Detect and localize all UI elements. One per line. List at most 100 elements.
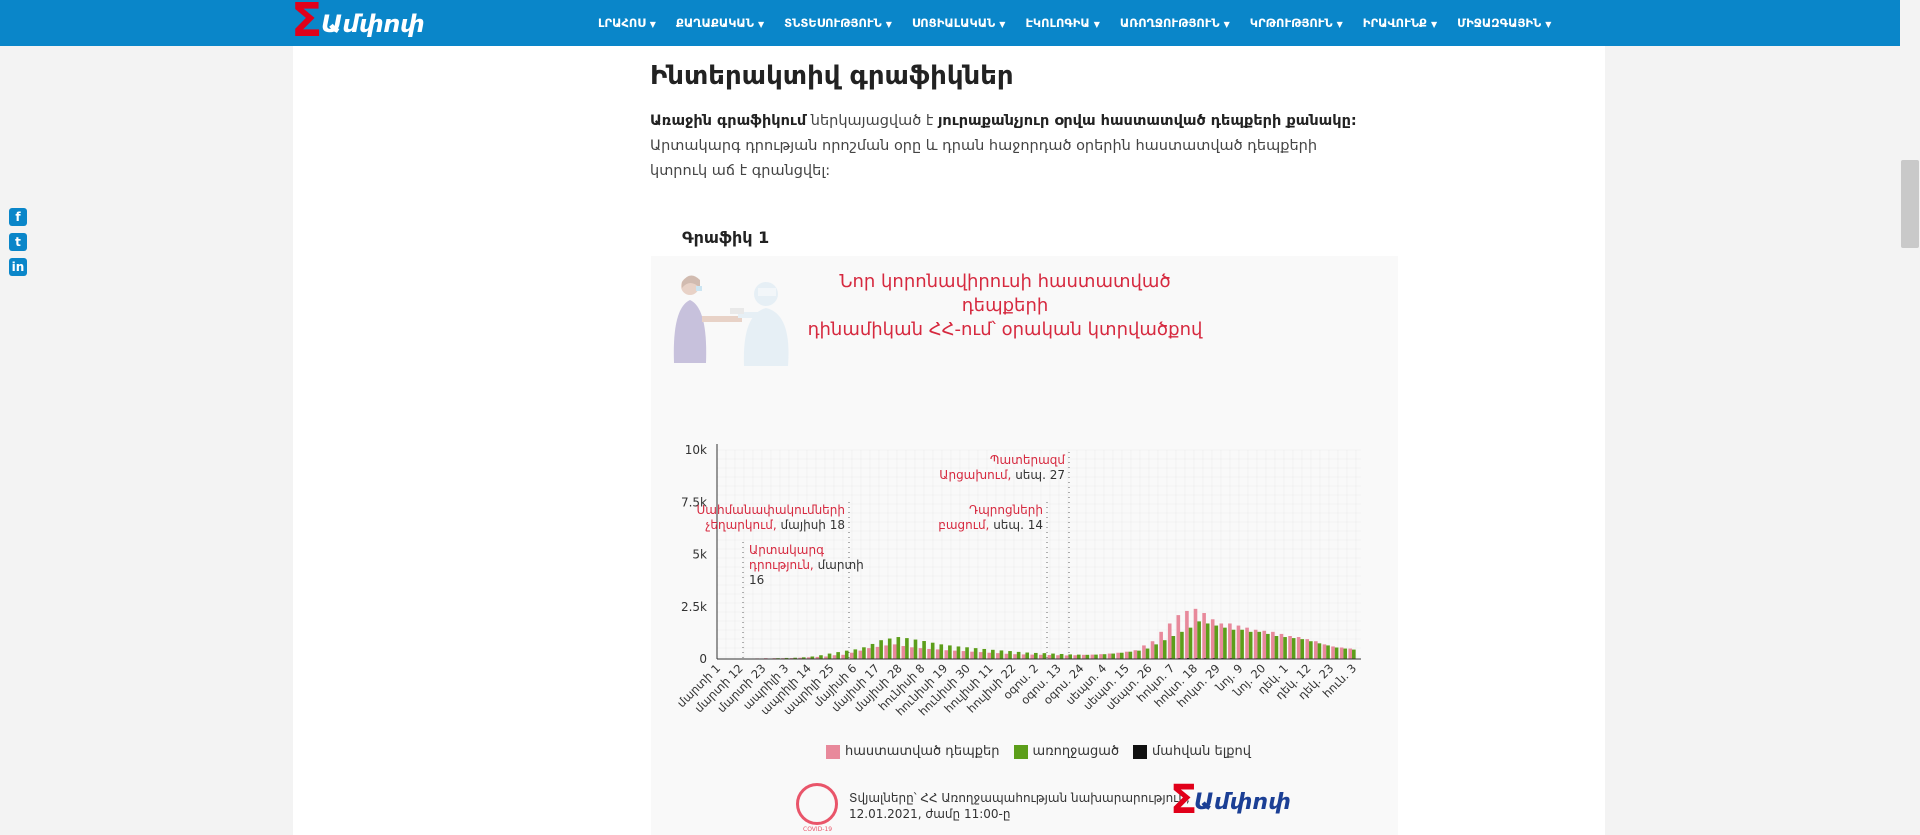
chevron-down-icon: ▼ xyxy=(1545,20,1552,29)
bar-recovered xyxy=(793,657,797,659)
bar-recovered xyxy=(1309,641,1313,659)
bar-confirmed xyxy=(806,657,811,659)
annotation-label-red: դրություն, xyxy=(749,558,818,572)
bar-confirmed xyxy=(1021,654,1026,659)
bar-confirmed xyxy=(1348,648,1353,659)
bar-recovered xyxy=(870,643,875,659)
para-bold-1: Առաջին գրաֆիկում xyxy=(650,113,807,129)
bar-recovered xyxy=(1248,631,1253,659)
bar-recovered xyxy=(862,647,866,659)
bar-recovered xyxy=(1240,629,1244,659)
bar-recovered xyxy=(1059,653,1064,659)
annotation-label-red: չեղարկում, xyxy=(706,518,781,532)
bar-confirmed xyxy=(1099,654,1103,659)
bar-confirmed xyxy=(1331,646,1335,659)
twitter-icon[interactable]: t xyxy=(9,233,27,251)
bar-confirmed xyxy=(849,652,854,659)
nav-item-law[interactable]: ԻՐԱՎՈՒՆՔ ▼ xyxy=(1362,16,1438,30)
bar-confirmed xyxy=(1116,652,1120,659)
annotation-label: չեղարկում, մայիսի 18 xyxy=(706,518,845,532)
legend-item-deaths[interactable]: մահվան ելքով xyxy=(1133,744,1251,759)
bar-recovered xyxy=(922,641,926,659)
bar-confirmed xyxy=(1262,630,1267,659)
bar-recovered xyxy=(844,650,849,659)
bar-recovered xyxy=(1068,654,1073,659)
bar-recovered xyxy=(1162,640,1167,659)
bar-recovered xyxy=(1197,621,1201,659)
bar-confirmed xyxy=(953,650,957,659)
bar-confirmed xyxy=(1228,623,1232,659)
legend-item-recovered[interactable]: առողջացած xyxy=(1013,744,1120,759)
bar-confirmed xyxy=(1245,627,1249,659)
scrollbar-track[interactable] xyxy=(1900,0,1920,835)
chevron-down-icon: ▼ xyxy=(758,20,765,29)
bar-recovered xyxy=(1094,654,1098,659)
chevron-down-icon: ▼ xyxy=(1093,20,1100,29)
annotation-label: Պատերազմ xyxy=(990,453,1065,467)
annotation-label-date: սեպ. 14 xyxy=(993,518,1043,532)
bar-recovered xyxy=(999,650,1004,659)
bar-confirmed xyxy=(996,653,1000,659)
bar-confirmed xyxy=(1167,623,1172,659)
facebook-icon[interactable]: f xyxy=(9,208,27,226)
bar-recovered xyxy=(956,646,961,659)
site-logo[interactable]: Σ Ամփոփ xyxy=(291,0,425,43)
bar-confirmed xyxy=(1193,608,1198,659)
bar-confirmed xyxy=(858,650,863,659)
annotation-label: Արտակարգ xyxy=(749,543,824,557)
bar-confirmed xyxy=(961,651,966,659)
bar-confirmed xyxy=(1210,619,1215,659)
chart-panel xyxy=(651,256,1398,835)
bar-recovered xyxy=(948,645,952,659)
legend-label-recovered: առողջացած xyxy=(1032,744,1120,759)
bar-recovered xyxy=(801,657,806,659)
nav-item-politics[interactable]: ՔԱՂԱՔԱԿԱՆ ▼ xyxy=(675,16,765,30)
chevron-down-icon: ▼ xyxy=(1336,20,1343,29)
para-text-2: Արտակարգ դրության որոշման օրը և դրան հաջ… xyxy=(650,138,1318,179)
bar-confirmed xyxy=(875,646,880,659)
y-tick-label: 7.5k xyxy=(681,495,707,509)
bar-confirmed xyxy=(1176,615,1181,659)
bar-recovered xyxy=(1128,651,1133,659)
annotation-label: բացում, սեպ. 14 xyxy=(938,518,1043,532)
bar-confirmed xyxy=(1314,641,1318,659)
bar-recovered xyxy=(784,657,789,659)
bar-confirmed xyxy=(1133,650,1138,659)
bar-confirmed xyxy=(1271,631,1275,659)
nav-item-education[interactable]: ԿՐԹՈՒԹՅՈՒՆ ▼ xyxy=(1249,16,1343,30)
bar-confirmed xyxy=(1219,623,1224,659)
bar-confirmed xyxy=(1279,633,1284,659)
nav-item-ecology[interactable]: ԷԿՈԼՈԳԻԱ ▼ xyxy=(1025,16,1100,30)
legend-item-confirmed[interactable]: հաստատված դեպքեր xyxy=(826,744,1000,759)
bar-confirmed xyxy=(1142,645,1146,659)
bar-recovered xyxy=(1300,639,1305,659)
bar-recovered xyxy=(1145,648,1150,659)
bar-recovered xyxy=(1034,652,1038,659)
nav-item-social[interactable]: ՍՈՑԻԱԼԱԿԱՆ ▼ xyxy=(911,16,1006,30)
nav-item-economy[interactable]: ՏՆՏԵՍՈՒԹՅՈՒՆ ▼ xyxy=(784,16,892,30)
bar-confirmed xyxy=(892,644,897,659)
bar-confirmed xyxy=(798,657,802,659)
bar-recovered xyxy=(896,637,901,659)
source-line2: 12.01.2021, ժամը 11:00-ը xyxy=(849,807,1011,821)
y-tick-label: 2.5k xyxy=(681,600,707,614)
nav-item-health[interactable]: ԱՌՈՂՋՈՒԹՅՈՒՆ ▼ xyxy=(1119,16,1230,30)
nav-item-news[interactable]: ԼՐԱՀՈՍ ▼ xyxy=(598,16,656,30)
chart-label: Գրաֆիկ 1 xyxy=(682,228,770,247)
scrollbar-thumb[interactable] xyxy=(1901,160,1919,248)
bar-confirmed xyxy=(970,651,974,659)
linkedin-icon[interactable]: in xyxy=(9,258,27,276)
chevron-down-icon: ▼ xyxy=(649,20,656,29)
bar-confirmed xyxy=(1305,639,1310,659)
bar-recovered xyxy=(905,638,909,659)
source-line1: Տվյալները՝ ՀՀ Առողջապահության նախարարութ… xyxy=(849,791,1190,805)
bar-confirmed xyxy=(1030,654,1035,659)
bar-recovered xyxy=(1214,625,1219,659)
bar-confirmed xyxy=(1013,654,1017,659)
annotation-label-date: մարտի xyxy=(818,558,864,572)
nav-item-international[interactable]: ՄԻՋԱԶԳԱՅԻՆ ▼ xyxy=(1457,16,1552,30)
y-tick-label: 0 xyxy=(699,652,707,666)
bar-confirmed xyxy=(1073,655,1077,659)
y-tick-label: 10k xyxy=(685,443,707,457)
